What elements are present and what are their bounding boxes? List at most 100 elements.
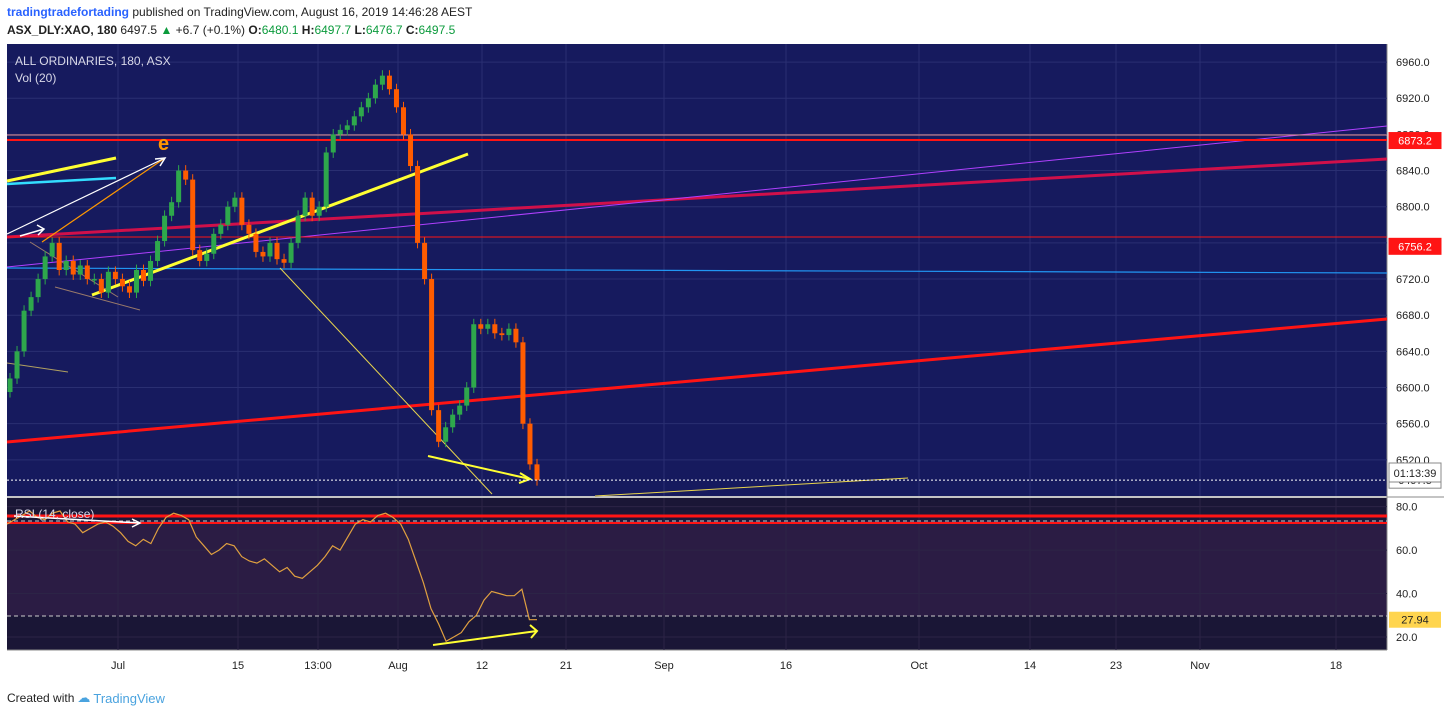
trendline-red-lower[interactable] (6, 317, 1388, 444)
wave-label-e: e (158, 133, 169, 155)
candle-body (133, 270, 139, 293)
time-tick-label: Oct (910, 660, 927, 672)
price-tick-label: 6840.0 (1396, 166, 1430, 178)
white-arrow-small[interactable] (19, 228, 45, 237)
trendline-purple[interactable] (6, 125, 1388, 268)
close-value: 6497.5 (418, 23, 456, 37)
yellow-divergence-arrow[interactable] (427, 455, 531, 480)
rsi-tick-label: 60.0 (1396, 545, 1417, 557)
thin-yellow-line-future[interactable] (594, 477, 909, 497)
time-axis[interactable]: Jul 15 13:00 Aug 12 21 Sep 16 Oct 14 23 Nov 18 (111, 660, 1342, 672)
candle-body (337, 129, 343, 135)
white-arrow-line[interactable] (6, 157, 166, 235)
candle-body (119, 279, 125, 287)
price-chart[interactable]: e ALL ORDINARIES, 180, ASX Vol (20) RSI … (0, 42, 1444, 682)
rsi-yellow-arrow-head-icon (529, 624, 539, 639)
rsi-yellow-arrow[interactable] (432, 630, 538, 646)
candle-body (408, 134, 414, 167)
low-value: 6476.7 (365, 23, 403, 37)
trendline-yellow-channel[interactable] (91, 152, 469, 297)
candle-body (63, 260, 69, 270)
hline-blue-6720[interactable] (6, 267, 1388, 274)
candles (7, 70, 1387, 486)
candle-body (169, 202, 175, 216)
candle-body (239, 197, 245, 225)
price-label-box (1388, 237, 1442, 255)
rsi-white-arrow[interactable] (13, 515, 141, 524)
open-label: O: (248, 23, 262, 37)
candle-body (98, 279, 104, 293)
footer: Created with ☁ TradingView (7, 690, 165, 706)
candle-body (28, 297, 34, 311)
change-value: +6.7 (+0.1%) (175, 23, 246, 37)
time-tick-label: 13:00 (304, 660, 332, 672)
price-tick-label: 6560.0 (1396, 419, 1430, 431)
price-tick-label: 6680.0 (1396, 310, 1430, 322)
candle-body (42, 256, 48, 280)
candle-body (513, 328, 519, 343)
candle-body (506, 328, 512, 336)
candle-body (218, 224, 224, 234)
candle-body (379, 75, 385, 85)
price-tick-label: 6600.0 (1396, 383, 1430, 395)
candle-body (478, 324, 484, 329)
candle-body (527, 423, 533, 465)
thin-yellow-line-drop[interactable] (279, 267, 493, 495)
candle-body (302, 197, 308, 216)
time-tick-label: Sep (654, 660, 674, 672)
rsi-white-arrow-head-icon (131, 518, 142, 528)
candle-body (7, 378, 13, 393)
candle-body (190, 179, 196, 251)
candle-body (330, 134, 336, 153)
time-tick-label: Jul (111, 660, 125, 672)
price-tick-label: 6720.0 (1396, 274, 1430, 286)
thin-olive-line-2[interactable] (54, 286, 141, 311)
created-with-text: Created with (7, 691, 75, 705)
rsi-axis[interactable]: 20.0 40.0 60.0 80.0 (1396, 502, 1417, 644)
candle-body (295, 215, 301, 243)
candle-body (105, 271, 111, 293)
candle-body (253, 233, 259, 252)
candle-body (260, 251, 266, 257)
time-tick-label: 18 (1330, 660, 1342, 672)
candle-body (70, 260, 76, 275)
candle-body (323, 152, 329, 207)
candle-body (148, 260, 154, 281)
rsi-tick-label: 80.0 (1396, 502, 1417, 514)
rsi-tick-label: 40.0 (1396, 589, 1417, 601)
change-arrow-icon: ▲ (160, 23, 173, 37)
time-tick-label: 14 (1024, 660, 1036, 672)
candle-body (112, 271, 118, 280)
candle-body (126, 286, 132, 293)
trendline-cyan-short[interactable] (6, 176, 117, 186)
author-link[interactable]: tradingtradefortading (7, 5, 129, 19)
candle-body (176, 170, 182, 203)
trendline-crimson-upper[interactable] (6, 157, 1388, 239)
rsi-value-box (1389, 611, 1441, 628)
candle-body (77, 265, 83, 275)
countdown-box (1388, 462, 1442, 483)
grid (7, 44, 1387, 650)
rsi-tick-label: 20.0 (1396, 632, 1417, 644)
candle-body (274, 242, 280, 260)
candle-body (232, 197, 238, 207)
time-tick-label: 15 (232, 660, 244, 672)
tradingview-brand[interactable]: TradingView (93, 690, 165, 706)
low-label: L: (354, 23, 366, 37)
candle-body (485, 324, 491, 329)
time-tick-label: 12 (476, 660, 488, 672)
candle-body (316, 206, 322, 216)
candle-body (281, 259, 287, 263)
orange-arrow-line[interactable] (41, 157, 166, 243)
rsi-band (7, 521, 1387, 616)
candle-body (35, 279, 41, 298)
candle-body (393, 89, 399, 108)
candle-body (288, 242, 294, 263)
ohlc-line: ASX_DLY:XAO, 180 6497.5 ▲ +6.7 (+0.1%) O… (7, 23, 455, 37)
candle-body (246, 224, 252, 234)
candle-body (499, 333, 505, 336)
white-arrow-small-head-icon (36, 224, 46, 236)
candle-body (49, 242, 55, 257)
trendline-yellow-short[interactable] (6, 156, 117, 183)
price-tick-label: 6920.0 (1396, 93, 1430, 105)
